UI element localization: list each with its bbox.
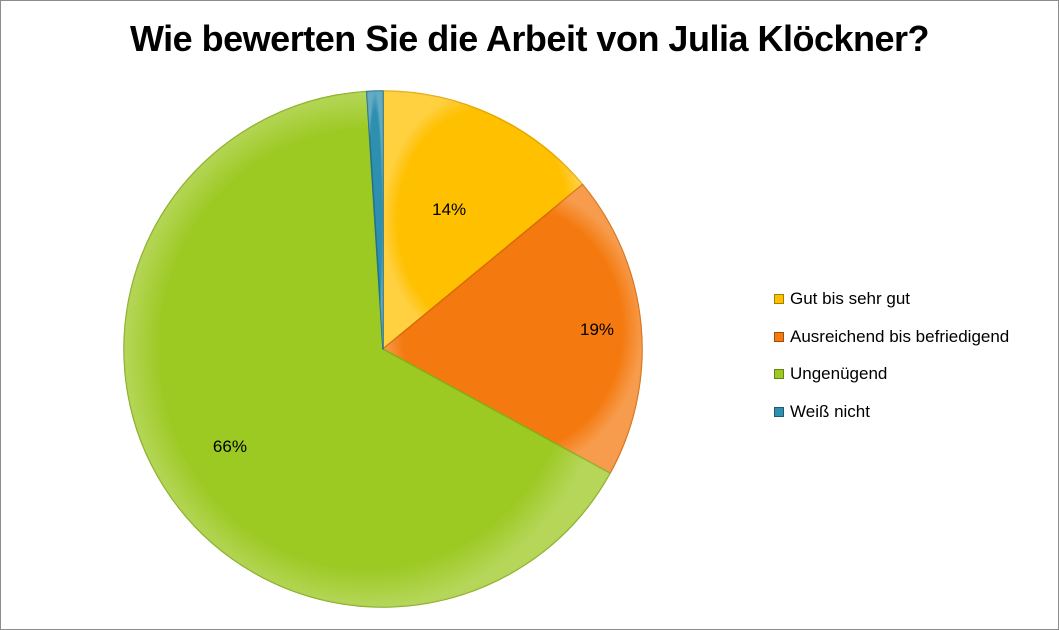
legend-label-2: Ausreichend bis befriedigend xyxy=(790,326,1010,346)
pie-slice-sheen-3 xyxy=(123,91,610,608)
slice-data-label-1: 14% xyxy=(432,200,466,219)
legend-label-4: Weiß nicht xyxy=(790,401,870,421)
pie-slice-sheen-2 xyxy=(383,184,642,474)
legend-swatch-3 xyxy=(774,369,784,380)
legend-swatch-4 xyxy=(774,406,784,417)
legend: Gut bis sehr gut Ausreichend bis befriedi… xyxy=(774,280,1009,431)
pie-slice-sheen-1 xyxy=(383,91,583,349)
legend-item-4: Weiß nicht xyxy=(774,393,1009,431)
chart-title: Wie bewerten Sie die Arbeit von Julia Kl… xyxy=(129,18,930,59)
legend-label-3: Ungenügend xyxy=(790,364,888,384)
slice-data-label-3: 66% xyxy=(213,437,247,456)
legend-swatch-1 xyxy=(774,293,784,304)
legend-item-1: Gut bis sehr gut xyxy=(774,280,1009,318)
legend-label-1: Gut bis sehr gut xyxy=(790,288,911,308)
legend-item-2: Ausreichend bis befriedigend xyxy=(774,318,1009,356)
slice-data-label-2: 19% xyxy=(580,320,614,339)
legend-swatch-2 xyxy=(774,331,784,342)
pie-slice-sheen-4 xyxy=(366,91,383,349)
legend-item-3: Ungenügend xyxy=(774,355,1009,393)
